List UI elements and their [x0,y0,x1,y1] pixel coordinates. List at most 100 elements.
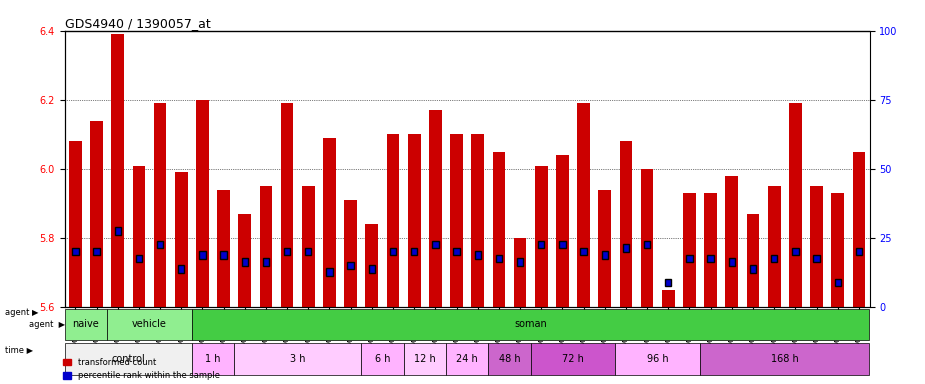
Bar [704,193,717,307]
FancyBboxPatch shape [580,248,586,255]
Bar [132,166,145,307]
Text: time ▶: time ▶ [5,345,32,354]
Text: 12 h: 12 h [413,354,436,364]
Text: 1 h: 1 h [205,354,221,364]
FancyBboxPatch shape [601,251,608,259]
FancyBboxPatch shape [432,241,438,248]
Bar [344,200,357,307]
FancyBboxPatch shape [72,248,79,255]
Bar [725,176,738,307]
FancyBboxPatch shape [411,248,417,255]
FancyBboxPatch shape [107,309,191,340]
FancyBboxPatch shape [453,248,460,255]
FancyBboxPatch shape [362,343,403,374]
FancyBboxPatch shape [327,268,333,276]
FancyBboxPatch shape [771,255,777,262]
FancyBboxPatch shape [369,265,375,273]
Bar [662,290,674,307]
Bar [556,155,569,307]
FancyBboxPatch shape [475,251,481,259]
FancyBboxPatch shape [644,241,650,248]
FancyBboxPatch shape [389,248,396,255]
Bar [853,152,865,307]
Bar [90,121,103,307]
FancyBboxPatch shape [517,258,524,266]
FancyBboxPatch shape [263,258,269,266]
Text: agent  ▶: agent ▶ [29,320,65,329]
Text: 3 h: 3 h [290,354,305,364]
Bar [450,134,462,307]
FancyBboxPatch shape [191,343,234,374]
FancyBboxPatch shape [531,343,615,374]
FancyBboxPatch shape [403,343,446,374]
FancyBboxPatch shape [488,343,531,374]
Bar [239,214,251,307]
Text: agent ▶: agent ▶ [5,308,38,318]
Bar [832,193,845,307]
Text: vehicle: vehicle [132,319,166,329]
FancyBboxPatch shape [686,255,693,262]
Text: soman: soman [514,319,547,329]
Bar [768,186,781,307]
Bar [513,238,526,307]
FancyBboxPatch shape [305,248,312,255]
FancyBboxPatch shape [199,251,205,259]
FancyBboxPatch shape [813,255,820,262]
FancyBboxPatch shape [284,248,290,255]
Text: 168 h: 168 h [771,354,798,364]
Bar [810,186,823,307]
Bar [69,141,81,307]
FancyBboxPatch shape [178,265,184,273]
Legend: transformed count, percentile rank within the sample: transformed count, percentile rank withi… [60,355,223,384]
FancyBboxPatch shape [615,343,700,374]
Bar [175,172,188,307]
Bar [154,103,166,307]
Bar [492,152,505,307]
FancyBboxPatch shape [708,255,714,262]
Bar [472,134,484,307]
Text: 72 h: 72 h [562,354,584,364]
Text: 96 h: 96 h [647,354,669,364]
FancyBboxPatch shape [700,343,870,374]
Bar [746,214,759,307]
FancyBboxPatch shape [191,309,870,340]
Bar [217,190,230,307]
Bar [684,193,696,307]
Bar [196,100,209,307]
Text: naive: naive [72,319,99,329]
FancyBboxPatch shape [220,251,227,259]
FancyBboxPatch shape [65,309,107,340]
FancyBboxPatch shape [729,258,735,266]
Bar [302,186,314,307]
FancyBboxPatch shape [496,255,502,262]
Text: control: control [111,354,145,364]
Bar [535,166,548,307]
Bar [789,103,802,307]
Bar [620,141,633,307]
FancyBboxPatch shape [136,255,142,262]
Bar [408,134,421,307]
FancyBboxPatch shape [560,241,565,248]
Bar [641,169,653,307]
FancyBboxPatch shape [623,244,629,252]
FancyBboxPatch shape [538,241,545,248]
Bar [598,190,611,307]
FancyBboxPatch shape [115,227,121,235]
FancyBboxPatch shape [750,265,757,273]
FancyBboxPatch shape [856,248,862,255]
Text: 24 h: 24 h [456,354,478,364]
Bar [365,224,378,307]
Text: GDS4940 / 1390057_at: GDS4940 / 1390057_at [65,17,211,30]
FancyBboxPatch shape [348,262,354,269]
FancyBboxPatch shape [834,279,841,286]
FancyBboxPatch shape [93,248,100,255]
FancyBboxPatch shape [665,279,672,286]
Bar [323,138,336,307]
Bar [281,103,293,307]
FancyBboxPatch shape [234,343,362,374]
Text: 6 h: 6 h [375,354,390,364]
FancyBboxPatch shape [65,343,191,374]
FancyBboxPatch shape [792,248,798,255]
Bar [387,134,400,307]
FancyBboxPatch shape [241,258,248,266]
